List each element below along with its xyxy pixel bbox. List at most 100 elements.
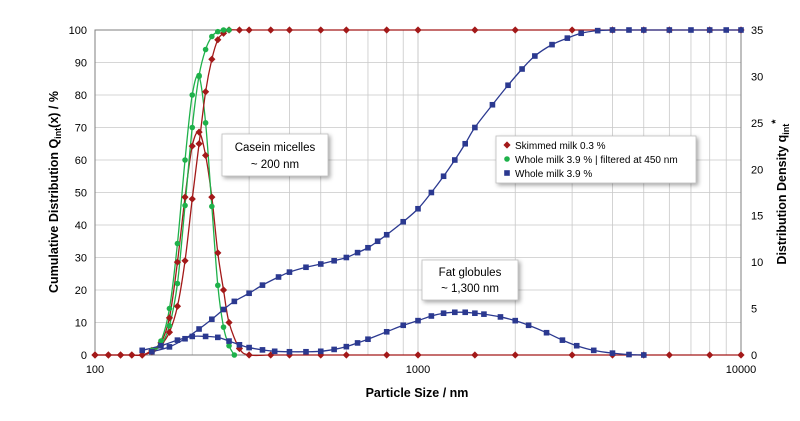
annotation-fat-line2: ~ 1,300 nm bbox=[441, 283, 499, 295]
cumulative-point-series-1 bbox=[189, 124, 196, 131]
annotation-casein-box bbox=[221, 133, 329, 177]
cumulative-point-series-2 bbox=[489, 101, 496, 108]
density-point-series-2 bbox=[440, 310, 447, 317]
cumulative-point-series-2 bbox=[472, 124, 478, 131]
legend: Skimmed milk 0.3 % Whole milk 3.9 % | fi… bbox=[495, 135, 697, 184]
density-point-series-2 bbox=[317, 348, 324, 355]
cumulative-point-series-0 bbox=[104, 351, 112, 359]
left-tick-label: 10 bbox=[75, 318, 87, 330]
cumulative-point-series-1 bbox=[202, 46, 209, 53]
right-axis-ticks: 0 5 10 15 20 25 30 35 bbox=[751, 25, 763, 362]
left-tick-label: 50 bbox=[75, 188, 87, 200]
cumulative-point-series-0 bbox=[214, 36, 222, 44]
cumulative-point-series-2 bbox=[196, 326, 202, 332]
cumulative-point-series-2 bbox=[688, 27, 694, 33]
cumulative-point-series-2 bbox=[231, 298, 238, 305]
cumulative-point-series-2 bbox=[609, 27, 616, 33]
cumulative-point-series-2 bbox=[166, 344, 173, 350]
cumulative-point-series-2 bbox=[578, 30, 584, 37]
density-point-series-2 bbox=[303, 348, 309, 355]
density-point-series-0 bbox=[195, 128, 203, 136]
cumulative-point-series-0 bbox=[165, 328, 174, 336]
cumulative-point-series-0 bbox=[414, 26, 422, 34]
right-tick-label: 25 bbox=[751, 118, 763, 130]
density-point-series-1 bbox=[209, 203, 215, 210]
cumulative-point-series-2 bbox=[383, 231, 390, 238]
cumulative-point-series-0 bbox=[235, 26, 244, 34]
cumulative-point-series-0 bbox=[511, 26, 519, 34]
cumulative-point-series-2 bbox=[626, 27, 632, 33]
cumulative-point-series-1 bbox=[215, 28, 221, 35]
density-point-series-0 bbox=[208, 193, 216, 201]
density-point-series-0 bbox=[219, 286, 228, 294]
density-point-series-0 bbox=[414, 351, 422, 359]
cumulative-point-series-0 bbox=[208, 55, 216, 63]
left-axis-ticks: 0 10 20 30 40 50 60 70 80 90 100 bbox=[69, 25, 87, 362]
density-point-series-1 bbox=[158, 338, 164, 344]
cumulative-point-series-0 bbox=[219, 29, 228, 37]
cumulative-point-series-0 bbox=[342, 26, 350, 34]
density-point-series-1 bbox=[231, 352, 238, 358]
legend-label-0: Skimmed milk 0.3 % bbox=[515, 141, 606, 152]
density-point-series-0 bbox=[471, 351, 479, 359]
density-point-series-2 bbox=[202, 333, 209, 340]
left-tick-label: 80 bbox=[75, 90, 87, 102]
cumulative-point-series-2 bbox=[428, 189, 435, 196]
right-tick-label: 0 bbox=[751, 350, 757, 362]
cumulative-point-series-1 bbox=[166, 322, 173, 329]
density-point-series-2 bbox=[452, 309, 458, 316]
left-axis-title: Cumulative Distribution Qint(x) / % bbox=[47, 91, 63, 293]
cumulative-point-series-2 bbox=[220, 306, 227, 313]
density-point-series-2 bbox=[462, 309, 468, 316]
cumulative-point-series-1 bbox=[196, 72, 202, 79]
density-point-series-2 bbox=[640, 352, 647, 358]
legend-label-2: Whole milk 3.9 % bbox=[515, 169, 592, 180]
right-axis-title-sup: * bbox=[770, 119, 782, 124]
x-tick-label: 1000 bbox=[406, 364, 430, 376]
left-tick-label: 100 bbox=[69, 25, 87, 37]
density-point-series-2 bbox=[626, 351, 632, 358]
annotation-fat-line1: Fat globules bbox=[439, 267, 502, 279]
cumulative-point-series-2 bbox=[365, 244, 371, 251]
right-tick-label: 15 bbox=[751, 211, 763, 223]
density-point-series-2 bbox=[428, 313, 435, 319]
density-point-series-2 bbox=[609, 350, 616, 356]
cumulative-point-series-2 bbox=[549, 41, 555, 48]
density-point-series-2 bbox=[226, 338, 232, 344]
density-point-series-0 bbox=[383, 351, 391, 359]
density-point-series-2 bbox=[189, 333, 196, 340]
density-point-series-0 bbox=[173, 258, 182, 266]
cumulative-point-series-0 bbox=[116, 351, 125, 359]
annotation-casein: Casein micelles ~ 200 nm bbox=[221, 133, 329, 177]
cumulative-point-series-2 bbox=[706, 27, 713, 33]
density-point-series-2 bbox=[158, 342, 164, 349]
cumulative-point-series-2 bbox=[505, 82, 511, 89]
legend-swatch-1 bbox=[504, 156, 510, 162]
cumulative-line-series-1 bbox=[151, 29, 230, 353]
cumulative-point-series-0 bbox=[188, 195, 196, 203]
cumulative-point-series-2 bbox=[462, 140, 468, 147]
density-point-series-0 bbox=[706, 351, 714, 359]
cumulative-point-series-2 bbox=[738, 27, 744, 33]
density-point-series-0 bbox=[181, 193, 189, 201]
cumulative-point-series-2 bbox=[246, 290, 252, 297]
density-point-series-0 bbox=[342, 351, 350, 359]
right-axis-title: Distribution Density qint* bbox=[770, 119, 791, 265]
cumulative-point-series-1 bbox=[174, 280, 181, 287]
x-tick-label: 10000 bbox=[726, 364, 757, 376]
density-point-series-0 bbox=[214, 249, 222, 257]
density-point-series-2 bbox=[286, 348, 293, 355]
cumulative-point-series-0 bbox=[267, 26, 275, 34]
density-point-series-2 bbox=[139, 347, 145, 354]
cumulative-point-series-0 bbox=[173, 302, 182, 310]
annotation-casein-line2: ~ 200 nm bbox=[251, 159, 299, 171]
data-markers bbox=[91, 26, 745, 359]
cumulative-point-series-2 bbox=[374, 238, 381, 245]
density-point-series-2 bbox=[259, 347, 266, 353]
cumulative-point-series-0 bbox=[285, 26, 294, 34]
cumulative-point-series-2 bbox=[331, 257, 337, 264]
cumulative-point-series-2 bbox=[532, 53, 538, 59]
density-point-series-2 bbox=[271, 348, 278, 355]
density-point-series-0 bbox=[225, 318, 233, 327]
